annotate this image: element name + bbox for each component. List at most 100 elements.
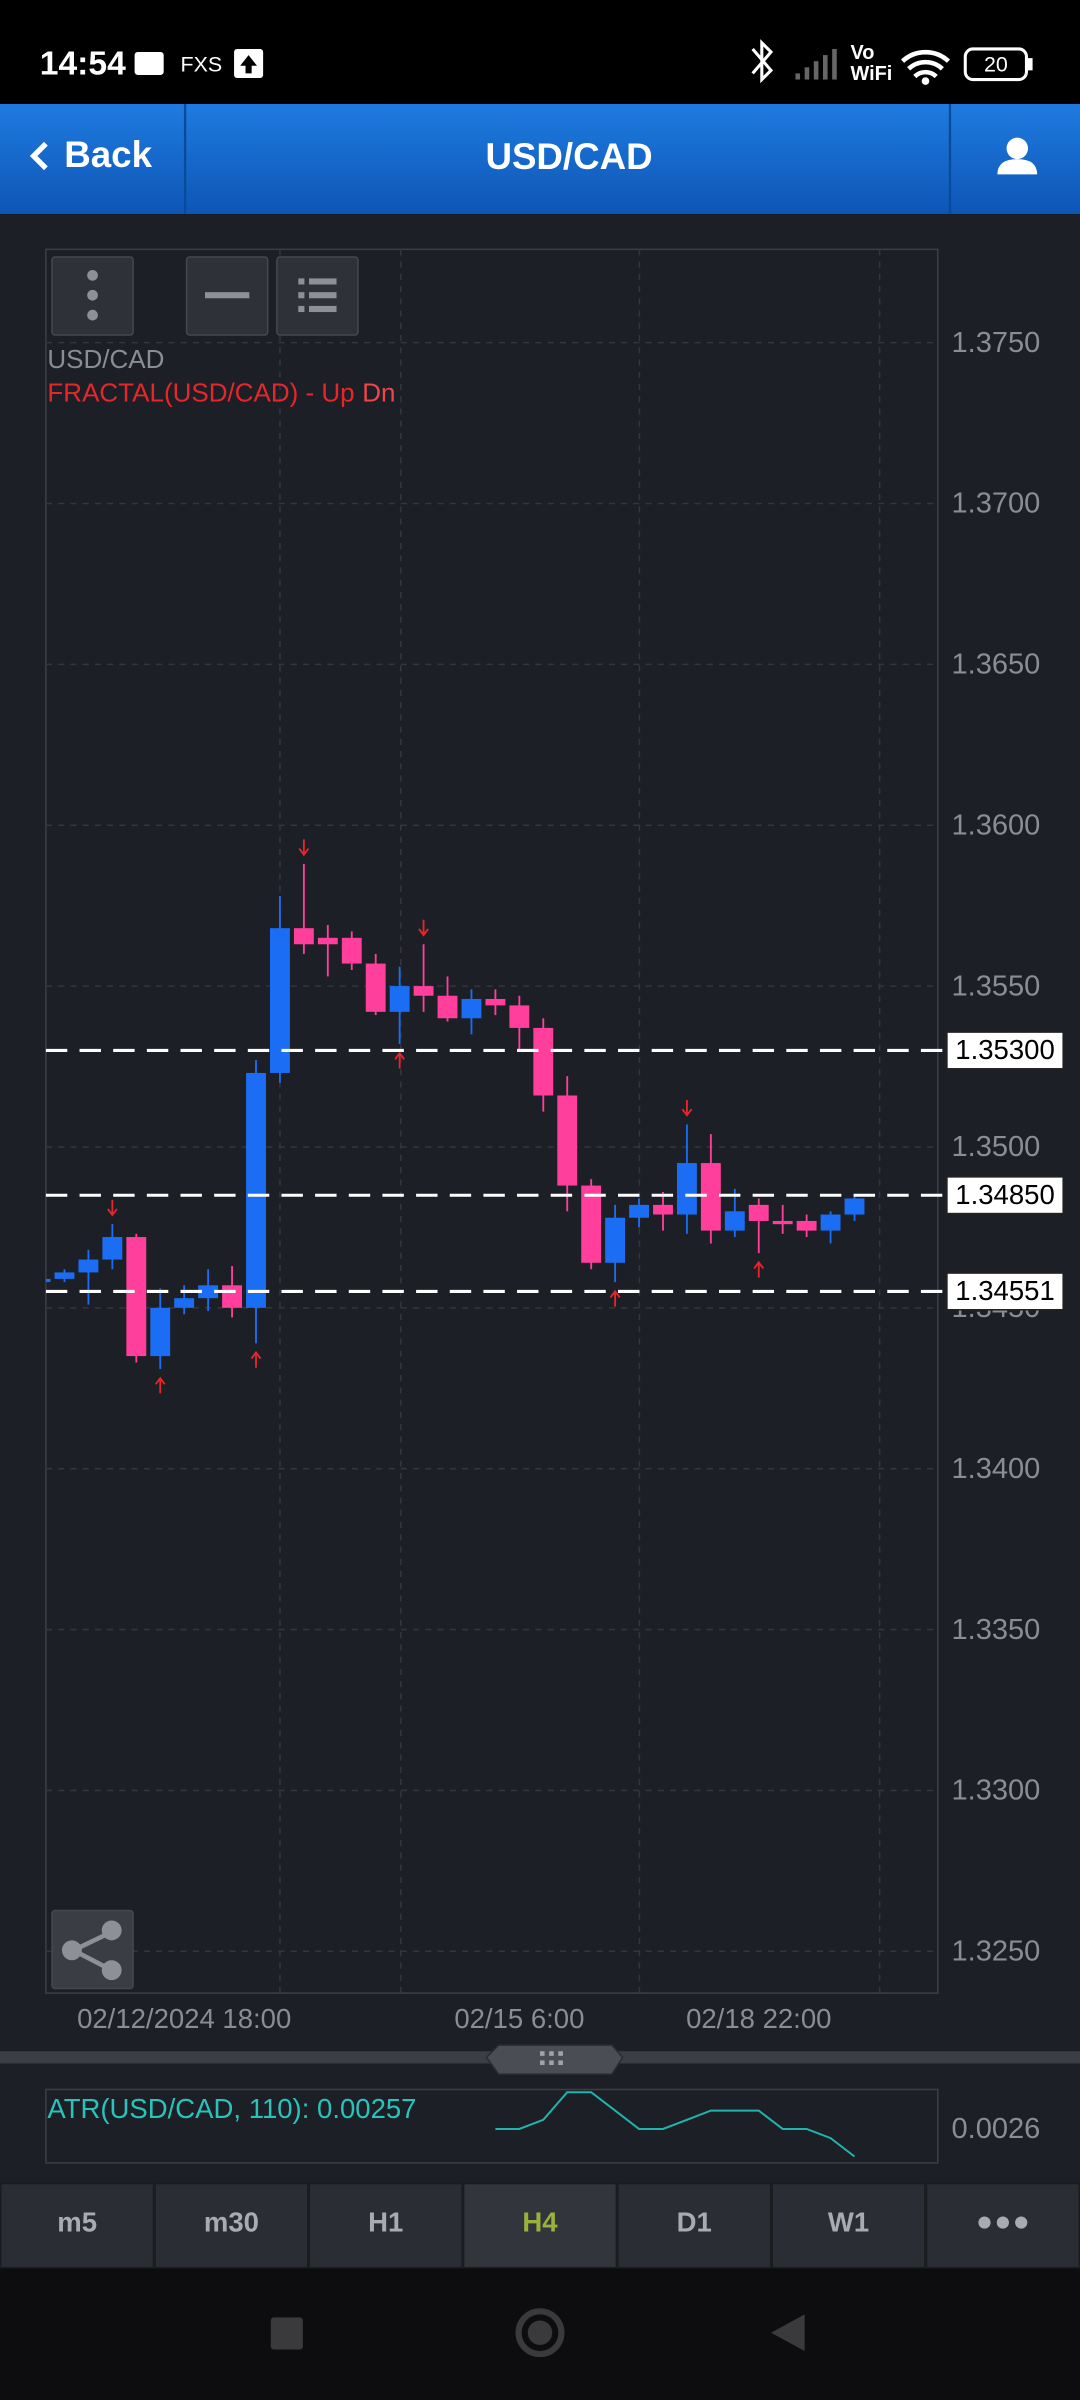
fractal-up-marker: [681, 1099, 693, 1117]
recent-apps-button[interactable]: [270, 2317, 303, 2350]
header-title: USD/CAD: [485, 136, 652, 177]
tab-background[interactable]: [462, 2182, 618, 2269]
candle-body: [485, 998, 506, 1006]
battery-level: 20: [984, 52, 1008, 76]
legend-indicator: FRACTAL(USD/CAD) - Up Dn: [47, 378, 395, 408]
line-tool-button[interactable]: [185, 256, 269, 336]
price-line-label: 1.34850: [955, 1179, 1054, 1210]
timeframe-tab[interactable]: m30: [154, 2182, 309, 2269]
candle-body: [45, 1278, 51, 1283]
wifi-label: WiFi: [851, 63, 893, 85]
price-line-label-box: [946, 1272, 1064, 1311]
candle-body: [724, 1211, 745, 1231]
tab-label[interactable]: m30: [204, 2206, 259, 2237]
bluetooth-icon: [751, 39, 774, 84]
tab-background[interactable]: [308, 2182, 463, 2269]
tab-background[interactable]: [771, 2182, 926, 2269]
share-button[interactable]: [51, 1909, 134, 1990]
atr-chart: 0.0026: [495, 2091, 1041, 2158]
more-dot[interactable]: [996, 2216, 1009, 2229]
profile-button[interactable]: [997, 137, 1038, 175]
tab-background[interactable]: [0, 2182, 155, 2269]
candle-body: [102, 1237, 123, 1260]
candle-body: [748, 1204, 769, 1221]
y-tick-label: 1.3700: [952, 488, 1041, 520]
tab-label[interactable]: H1: [368, 2206, 403, 2237]
candle-body: [437, 995, 458, 1019]
fractal-up-marker: [418, 919, 429, 937]
candle-body: [270, 928, 290, 1073]
fractal-up-marker: [298, 839, 310, 857]
x-tick-label: 02/12/2024 18:00: [77, 2003, 291, 2034]
candle-body: [820, 1214, 841, 1231]
candle-body: [557, 1095, 578, 1186]
back-chevron[interactable]: [29, 141, 48, 171]
candle-body: [772, 1220, 793, 1225]
back-label[interactable]: Back: [64, 134, 152, 175]
battery-tip: [1027, 58, 1033, 71]
plot-area: [45, 248, 939, 1994]
indicator-panel: [45, 2088, 939, 2164]
candle-body: [676, 1163, 697, 1215]
fractal-down-marker: [154, 1376, 166, 1394]
battery-icon: [963, 47, 1028, 82]
main-chart: 1.32501.33001.33501.34001.34501.35001.35…: [45, 327, 1064, 2034]
price-line-label-box: [946, 1031, 1064, 1070]
y-tick-label: 1.3600: [952, 809, 1041, 841]
list-button[interactable]: [276, 256, 359, 336]
timeframe-tab[interactable]: H4: [462, 2182, 618, 2269]
more-dot[interactable]: [1015, 2216, 1028, 2229]
candle-body: [54, 1272, 75, 1279]
tab-label[interactable]: W1: [828, 2206, 869, 2237]
candle-body: [653, 1204, 673, 1215]
wifi-dot: [921, 77, 930, 85]
more-tab[interactable]: [925, 2182, 1080, 2269]
tab-label[interactable]: D1: [677, 2206, 712, 2237]
time-grid: [279, 249, 881, 1994]
header: [0, 104, 1080, 215]
y-tick-label: 1.3250: [952, 1935, 1041, 1967]
atr-line: [495, 2091, 856, 2158]
timeframe-tab[interactable]: D1: [617, 2182, 772, 2269]
menu-button[interactable]: [51, 256, 134, 336]
fractal-down-marker: [250, 1350, 262, 1368]
upload-arrow: [240, 55, 257, 74]
candle-body: [533, 1027, 554, 1096]
fractal-down-marker: [394, 1051, 405, 1069]
fractal-up-marker: [107, 1199, 118, 1217]
back-nav-button[interactable]: [770, 2314, 805, 2352]
candle-body: [629, 1204, 649, 1218]
timeframe-tab[interactable]: W1: [771, 2182, 926, 2269]
price-line-label-box: [946, 1176, 1064, 1215]
home-button[interactable]: [515, 2308, 565, 2358]
home-button-dot[interactable]: [527, 2320, 553, 2345]
timeframe-tab[interactable]: H1: [308, 2182, 463, 2269]
splitter-grip: [540, 2051, 563, 2066]
candle-body: [293, 928, 314, 945]
y-tick-label: 0.0026: [952, 2113, 1041, 2145]
vo-label: Vo: [851, 42, 875, 64]
tab-label[interactable]: H4: [522, 2206, 558, 2237]
splitter-handle[interactable]: [485, 2044, 624, 2075]
candle-body: [509, 1005, 530, 1028]
more-dot[interactable]: [978, 2216, 991, 2229]
signal-icon: [795, 48, 837, 80]
y-tick-label: 1.3750: [952, 327, 1041, 359]
candle-body: [246, 1072, 266, 1308]
y-tick-label: 1.3550: [952, 970, 1041, 1002]
y-tick-label: 1.3400: [952, 1453, 1041, 1485]
legend-symbol: USD/CAD: [47, 344, 164, 374]
candle-body: [341, 937, 362, 964]
x-tick-label: 02/15 6:00: [454, 2003, 584, 2034]
fractal-down-marker: [609, 1289, 621, 1307]
tab-background[interactable]: [617, 2182, 772, 2269]
back-button[interactable]: Back: [29, 134, 153, 175]
tab-label[interactable]: m5: [57, 2206, 97, 2237]
timeframe-tab[interactable]: m5: [0, 2182, 155, 2269]
atr-title: ATR(USD/CAD, 110): 0.00257: [47, 2093, 416, 2124]
candle-body: [581, 1185, 602, 1263]
tab-background[interactable]: [154, 2182, 309, 2269]
timeframe-tabs: m5 m30 H1 H4 D1 W1: [0, 2182, 1080, 2269]
candle-body: [150, 1307, 171, 1357]
